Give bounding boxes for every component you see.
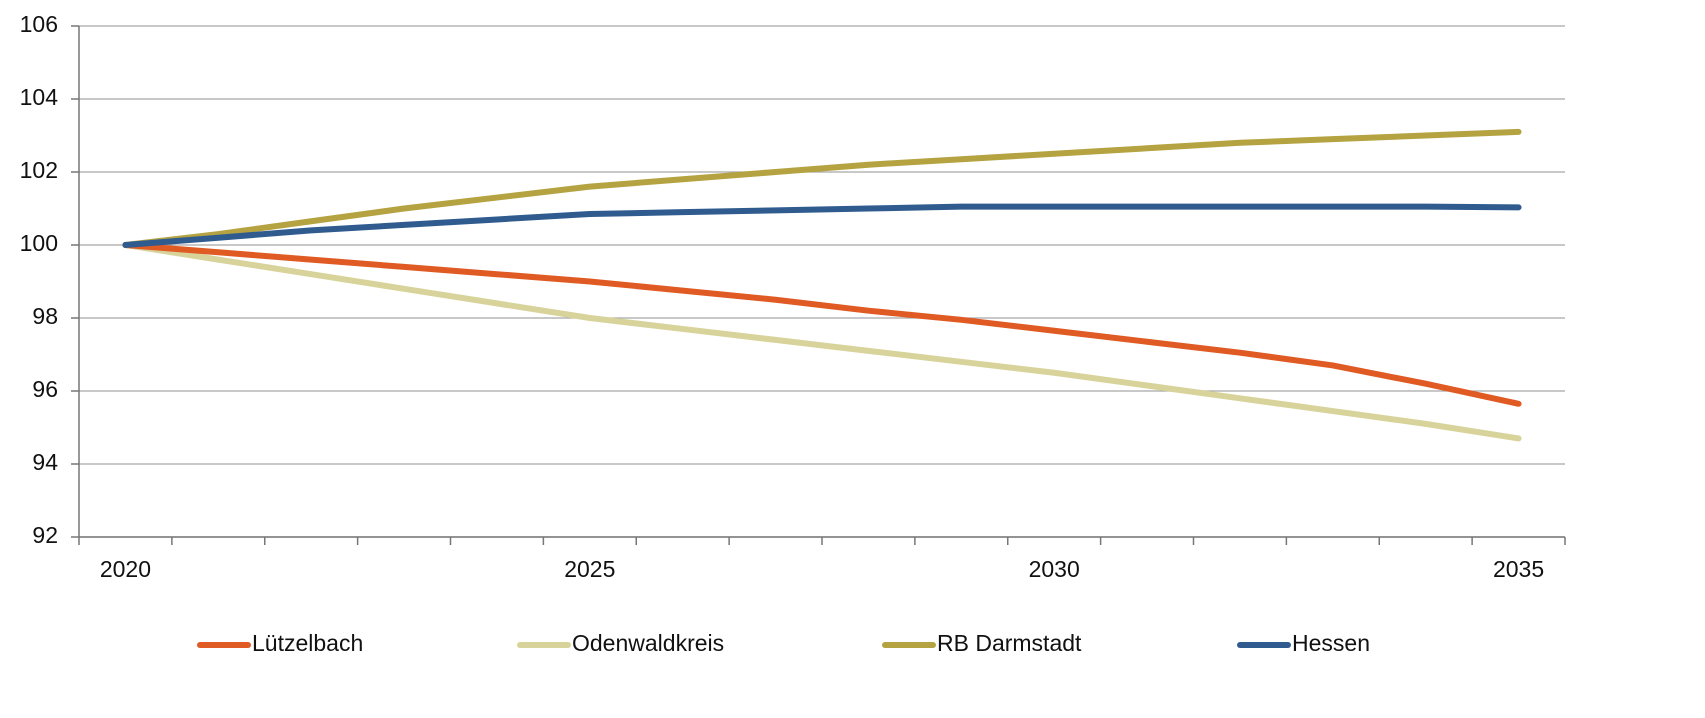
legend-label: Lützelbach (252, 630, 363, 656)
x-tick-label: 2030 (1029, 556, 1080, 582)
y-tick-label: 106 (20, 11, 58, 37)
y-tick-label: 92 (32, 522, 58, 548)
legend-label: RB Darmstadt (937, 630, 1082, 656)
x-tick-label: 2035 (1493, 556, 1544, 582)
y-tick-label: 98 (32, 303, 58, 329)
legend-label: Hessen (1292, 630, 1370, 656)
series-line (122, 242, 1522, 407)
legend-label: Odenwaldkreis (572, 630, 724, 656)
x-tick-label: 2020 (100, 556, 151, 582)
y-tick-label: 94 (32, 449, 58, 475)
y-tick-label: 104 (20, 84, 59, 110)
series-line (122, 242, 1522, 442)
y-tick-label: 100 (20, 230, 58, 256)
x-tick-label: 2025 (564, 556, 615, 582)
y-tick-label: 102 (20, 157, 58, 183)
series-line (122, 203, 1522, 248)
y-tick-label: 96 (32, 376, 58, 402)
series-line (122, 128, 1522, 248)
